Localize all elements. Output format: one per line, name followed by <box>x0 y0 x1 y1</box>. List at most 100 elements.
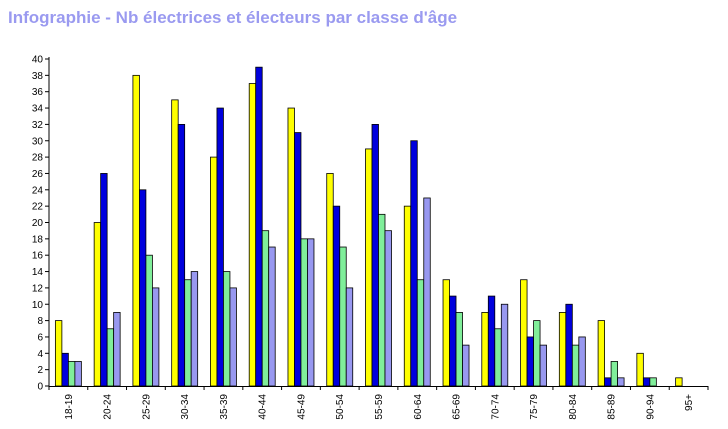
bar <box>268 246 276 387</box>
bar <box>100 173 108 387</box>
y-tick-label: 6 <box>37 332 43 343</box>
x-tick-label: 40-44 <box>258 394 269 420</box>
y-tick-label: 34 <box>32 104 44 115</box>
bar <box>494 328 502 387</box>
bar <box>307 238 315 387</box>
y-tick-label: 22 <box>32 202 44 213</box>
bar <box>365 148 373 387</box>
bar <box>371 124 379 387</box>
bar <box>571 344 580 387</box>
bar <box>481 312 489 387</box>
bar <box>74 361 82 387</box>
bar <box>500 303 509 387</box>
bar <box>93 222 102 387</box>
bar <box>539 344 547 387</box>
bar <box>487 295 496 387</box>
y-tick-label: 26 <box>32 169 44 180</box>
bar <box>294 132 302 387</box>
y-tick-label: 0 <box>37 382 43 393</box>
bar <box>326 173 334 387</box>
bar <box>610 361 618 387</box>
x-tick-label: 75-79 <box>529 394 540 420</box>
bar <box>636 352 644 387</box>
bar <box>229 287 237 387</box>
bar <box>642 377 651 387</box>
y-tick-label: 8 <box>37 316 43 327</box>
bar <box>578 336 586 387</box>
bar <box>145 254 153 387</box>
y-tick-label: 40 <box>32 55 44 66</box>
bar <box>442 279 450 387</box>
bar <box>462 344 470 387</box>
x-tick-label: 20-24 <box>103 394 114 420</box>
x-tick-label: 25-29 <box>141 394 152 420</box>
x-tick-label: 18-19 <box>64 394 75 420</box>
bar <box>345 287 354 387</box>
x-tick-label: 55-59 <box>374 394 385 420</box>
bar <box>152 287 160 387</box>
bar <box>223 271 231 387</box>
bar <box>132 74 140 387</box>
y-tick-label: 24 <box>32 185 44 196</box>
y-tick-label: 32 <box>32 120 44 131</box>
bar <box>423 197 431 387</box>
bar <box>526 336 534 387</box>
bar <box>255 66 263 387</box>
bar <box>287 107 295 387</box>
x-tick-label: 45-49 <box>296 394 307 420</box>
x-tick-label: 35-39 <box>219 394 230 420</box>
bar <box>520 279 528 387</box>
bar <box>177 124 186 387</box>
axes <box>45 57 709 390</box>
bar <box>300 238 308 387</box>
bar <box>210 156 218 387</box>
bar <box>455 312 463 387</box>
bar <box>67 361 76 387</box>
bar <box>61 352 69 387</box>
x-tick-label: 70-74 <box>490 394 501 420</box>
x-tick-label: 50-54 <box>335 394 346 420</box>
bar <box>649 377 657 387</box>
x-tick-label: 95+ <box>684 394 695 411</box>
bar <box>106 328 115 387</box>
bar <box>378 213 386 387</box>
y-tick-label: 10 <box>32 300 44 311</box>
x-tick-label: 30-34 <box>180 394 191 420</box>
y-tick-label: 36 <box>32 87 44 98</box>
bar <box>248 83 257 387</box>
y-tick-label: 14 <box>32 267 44 278</box>
y-tick-label: 2 <box>37 365 43 376</box>
x-tick-label: 80-84 <box>568 394 579 420</box>
bar <box>617 377 625 387</box>
bar <box>332 205 341 387</box>
x-tick-label: 90-94 <box>645 394 656 420</box>
bar <box>54 320 63 387</box>
bar <box>565 303 573 387</box>
tick-labels: 024681012141618202224262830323436384018-… <box>32 55 695 420</box>
bars <box>54 66 683 387</box>
bar <box>139 189 147 387</box>
y-tick-label: 16 <box>32 251 44 262</box>
bar <box>113 312 121 387</box>
bar <box>416 279 425 387</box>
bar <box>190 271 199 387</box>
y-tick-label: 30 <box>32 136 44 147</box>
bar <box>184 279 192 387</box>
x-tick-label: 85-89 <box>607 394 618 420</box>
bar <box>558 312 567 387</box>
y-tick-label: 20 <box>32 218 44 229</box>
bar <box>533 320 541 387</box>
bar <box>171 99 179 387</box>
bar <box>261 230 270 387</box>
x-tick-label: 60-64 <box>413 394 424 420</box>
y-tick-label: 28 <box>32 153 44 164</box>
y-tick-label: 38 <box>32 71 44 82</box>
y-tick-label: 12 <box>32 283 44 294</box>
bar <box>403 205 412 387</box>
bar <box>216 107 224 387</box>
y-tick-label: 4 <box>37 349 43 360</box>
x-tick-label: 65-69 <box>452 394 463 420</box>
bar <box>604 377 612 387</box>
bar <box>384 230 392 387</box>
